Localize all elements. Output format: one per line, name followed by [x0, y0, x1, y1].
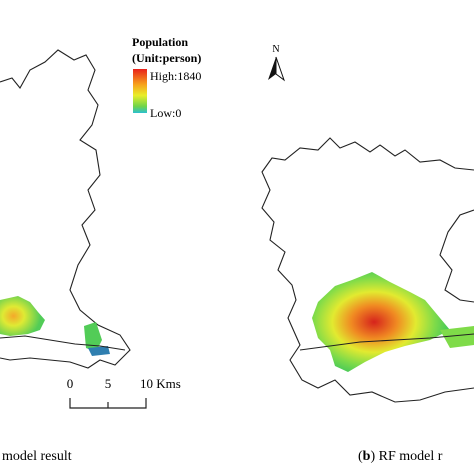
north-arrow: N [268, 44, 286, 82]
scale-line [69, 398, 147, 409]
legend-low: Low:0 [150, 106, 181, 120]
density [0, 296, 45, 336]
map-right [261, 137, 474, 403]
river [299, 333, 474, 351]
legend-unit: (Unit:person) [132, 51, 201, 65]
scale-label: 10 Kms [140, 376, 181, 391]
boundary [261, 137, 474, 403]
arrow [275, 56, 286, 82]
river [0, 335, 126, 351]
density [312, 272, 450, 372]
caption-part: ( [358, 449, 363, 464]
boundary [0, 49, 131, 369]
water [88, 346, 110, 356]
map-left [0, 49, 131, 369]
caption: (b) RF model r [358, 449, 443, 464]
scale-label: 5 [105, 376, 112, 391]
scale-bar: 0 5 10 Kms [67, 376, 181, 409]
scale-label: 0 [67, 376, 74, 391]
legend-title: Population [132, 35, 188, 49]
legend-high: High:1840 [150, 69, 201, 83]
arrow [268, 57, 276, 80]
caption-part: b [363, 449, 371, 464]
density [440, 326, 474, 348]
boundary [439, 209, 474, 303]
density [84, 322, 102, 352]
caption-part: ) RF model r [370, 449, 442, 464]
color-ramp [133, 69, 147, 113]
north-label: N [272, 44, 279, 55]
caption: model result [2, 449, 72, 464]
legend: Population (Unit:person) High:1840 Low:0 [132, 35, 201, 120]
